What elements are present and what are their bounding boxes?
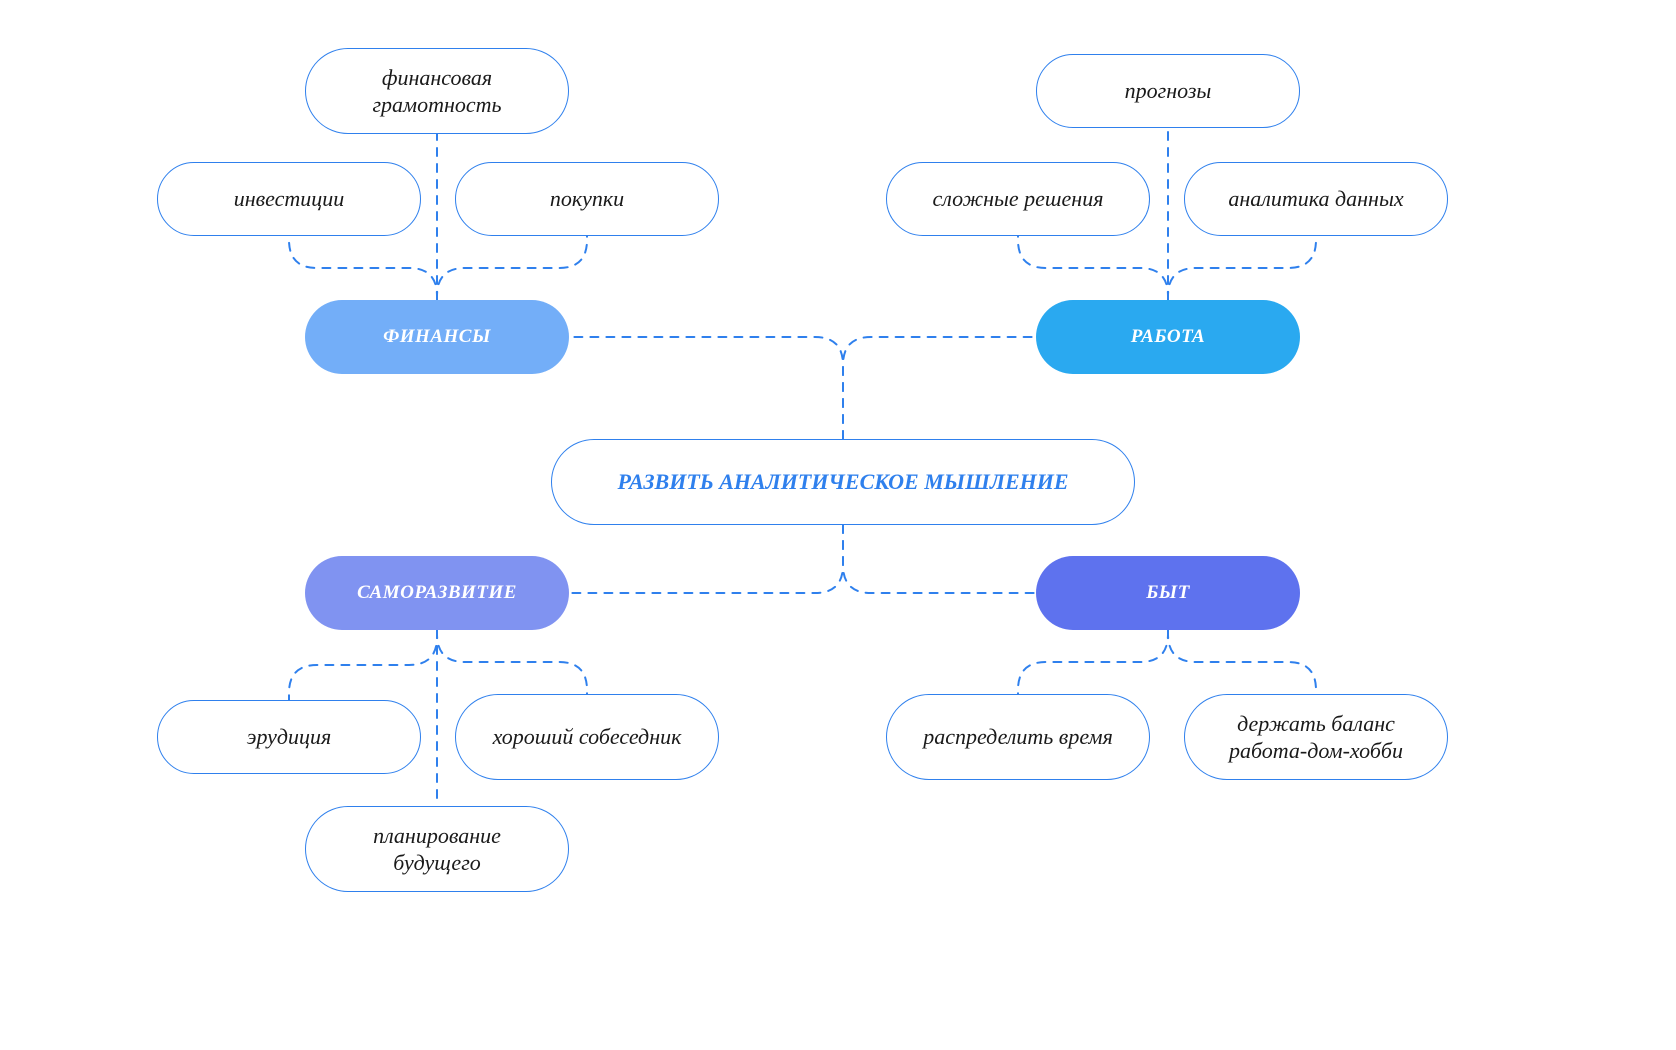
edge bbox=[289, 630, 437, 700]
node-label: аналитика данных bbox=[1228, 185, 1403, 213]
node-fin_buy: покупки bbox=[455, 162, 719, 236]
node-work_data: аналитика данных bbox=[1184, 162, 1448, 236]
edge bbox=[569, 337, 843, 439]
node-cat_finance: ФИНАНСЫ bbox=[305, 300, 569, 374]
node-cat_life: БЫТ bbox=[1036, 556, 1300, 630]
edge bbox=[843, 337, 1036, 439]
node-self_plan: планирование будущего bbox=[305, 806, 569, 892]
node-fin_inv: инвестиции bbox=[157, 162, 421, 236]
node-label: САМОРАЗВИТИЕ bbox=[357, 581, 517, 605]
node-label: РАБОТА bbox=[1131, 325, 1205, 349]
edge bbox=[1018, 236, 1168, 300]
node-fin_lit: финансовая грамотность bbox=[305, 48, 569, 134]
node-life_bal: держать баланс работа-дом-хобби bbox=[1184, 694, 1448, 780]
node-work_dec: сложные решения bbox=[886, 162, 1150, 236]
edge bbox=[1168, 236, 1316, 300]
node-label: покупки bbox=[550, 185, 624, 213]
edge bbox=[1018, 630, 1168, 694]
node-cat_self: САМОРАЗВИТИЕ bbox=[305, 556, 569, 630]
edge bbox=[437, 630, 587, 694]
node-label: ФИНАНСЫ bbox=[383, 325, 491, 349]
node-label: РАЗВИТЬ АНАЛИТИЧЕСКОЕ МЫШЛЕНИЕ bbox=[617, 468, 1068, 496]
node-self_conv: хороший собеседник bbox=[455, 694, 719, 780]
node-root: РАЗВИТЬ АНАЛИТИЧЕСКОЕ МЫШЛЕНИЕ bbox=[551, 439, 1135, 525]
node-label: сложные решения bbox=[933, 185, 1104, 213]
node-life_time: распределить время bbox=[886, 694, 1150, 780]
node-self_eru: эрудиция bbox=[157, 700, 421, 774]
node-label: планирование будущего bbox=[330, 822, 544, 877]
mindmap-canvas: РАЗВИТЬ АНАЛИТИЧЕСКОЕ МЫШЛЕНИЕ ФИНАНСЫ РАБ… bbox=[0, 0, 1676, 1050]
edge bbox=[843, 525, 1036, 593]
node-label: эрудиция bbox=[247, 723, 331, 751]
node-label: инвестиции bbox=[234, 185, 345, 213]
node-work_fc: прогнозы bbox=[1036, 54, 1300, 128]
node-label: распределить время bbox=[923, 723, 1113, 751]
edge bbox=[437, 236, 587, 300]
edge bbox=[289, 236, 437, 300]
edge bbox=[1168, 630, 1316, 694]
node-label: финансовая грамотность bbox=[330, 64, 544, 119]
node-label: прогнозы bbox=[1125, 77, 1212, 105]
edge bbox=[569, 525, 843, 593]
node-label: хороший собеседник bbox=[493, 723, 682, 751]
edge-layer bbox=[0, 0, 1676, 1050]
node-label: БЫТ bbox=[1146, 581, 1190, 605]
node-label: держать баланс работа-дом-хобби bbox=[1209, 710, 1423, 765]
node-cat_work: РАБОТА bbox=[1036, 300, 1300, 374]
